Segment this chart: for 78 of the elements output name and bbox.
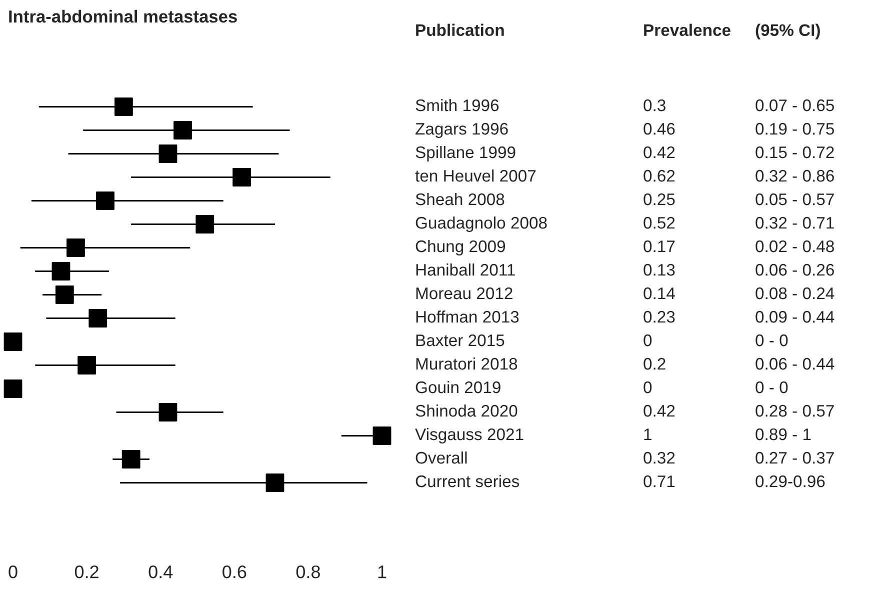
text: 1 bbox=[644, 428, 652, 440]
point bbox=[4, 332, 22, 351]
text: 0.32 - 0.71 bbox=[756, 216, 834, 229]
point bbox=[52, 262, 70, 280]
point bbox=[372, 426, 392, 445]
y-tick-label: Muratori 2018 bbox=[416, 357, 518, 370]
y-tick-label: Sheah 2008 bbox=[416, 192, 504, 206]
text: Publication bbox=[416, 24, 504, 36]
text: 0 bbox=[644, 381, 652, 394]
text: 0.23 bbox=[644, 310, 675, 323]
text: 0.13 bbox=[644, 264, 675, 276]
text: 0.06 - 0.26 bbox=[756, 264, 834, 276]
text: 0.2 bbox=[644, 358, 666, 370]
text: 0.27 - 0.37 bbox=[756, 452, 834, 464]
x-tick-label: 0.6 bbox=[222, 565, 246, 578]
text: 0.02 - 0.48 bbox=[756, 240, 834, 252]
y-tick-label: Spillane 1999 bbox=[416, 146, 516, 162]
y-tick-label: Visgauss 2021 bbox=[415, 428, 524, 444]
text: 0.29-0.96 bbox=[756, 475, 825, 488]
point bbox=[158, 403, 178, 422]
text: 0.32 - 0.86 bbox=[756, 170, 834, 182]
text: 0.28 - 0.57 bbox=[756, 404, 834, 417]
y-tick-label: Baxter 2015 bbox=[416, 334, 504, 346]
text: 0.15 - 0.72 bbox=[756, 146, 834, 158]
text: 0.46 bbox=[644, 122, 675, 135]
point bbox=[88, 309, 108, 328]
point bbox=[114, 98, 133, 116]
text: 0.08 - 0.24 bbox=[756, 287, 834, 300]
point bbox=[122, 450, 140, 468]
point bbox=[55, 286, 74, 304]
y-tick-label: Guadagnolo 2008 bbox=[416, 216, 547, 232]
text: 0.07 - 0.65 bbox=[756, 99, 834, 112]
point bbox=[4, 380, 22, 398]
text: (95% CI) bbox=[756, 24, 820, 40]
x-tick-label: 0.4 bbox=[148, 565, 173, 578]
y-tick-label: Haniball 2011 bbox=[416, 263, 515, 276]
text: 0.42 bbox=[644, 404, 675, 417]
y-tick-label: Moreau 2012 bbox=[416, 287, 512, 300]
text: 0 - 0 bbox=[756, 381, 788, 394]
point bbox=[96, 192, 114, 210]
point bbox=[196, 215, 214, 234]
x-tick-label: 0.8 bbox=[296, 565, 320, 578]
text: 0.06 - 0.44 bbox=[756, 358, 834, 370]
point bbox=[266, 474, 284, 492]
text: 0.25 bbox=[644, 193, 675, 206]
text: 0.71 bbox=[644, 475, 675, 488]
text: 0.52 bbox=[644, 216, 675, 229]
y-tick-label: Zagars 1996 bbox=[416, 122, 508, 138]
text: 0.09 - 0.44 bbox=[756, 310, 834, 323]
point bbox=[158, 144, 178, 163]
point bbox=[174, 121, 192, 140]
point bbox=[66, 238, 85, 257]
text: 0.14 bbox=[644, 287, 675, 300]
y-tick-label: Hoffman 2013 bbox=[416, 310, 519, 323]
text: 0.3 bbox=[644, 99, 666, 112]
text: 0 - 0 bbox=[756, 334, 788, 346]
text: 0.05 - 0.57 bbox=[756, 193, 834, 206]
point bbox=[232, 168, 251, 186]
y-tick-label: Overall bbox=[416, 451, 467, 464]
x-tick-label: 1 bbox=[378, 566, 386, 578]
x-tick-label: 0 bbox=[8, 565, 18, 578]
y-tick-label: Smith 1996 bbox=[416, 98, 499, 112]
text: 0.42 bbox=[644, 146, 675, 158]
text: 0.62 bbox=[644, 170, 675, 182]
y-tick-label: Chung 2009 bbox=[416, 240, 506, 256]
text: 0 bbox=[644, 334, 652, 346]
text: 0.19 - 0.75 bbox=[756, 122, 834, 135]
y-tick-label: Shinoda 2020 bbox=[416, 404, 518, 417]
chart-title: Intra-abdominal metastases bbox=[9, 10, 237, 23]
text: 0.32 bbox=[644, 452, 675, 464]
text: 0.17 bbox=[644, 240, 675, 252]
text: Prevalence bbox=[644, 24, 730, 36]
y-tick-label: ten Heuvel 2007 bbox=[415, 169, 536, 182]
y-tick-label: Current series bbox=[416, 474, 520, 488]
x-tick-label: 0.2 bbox=[74, 565, 98, 578]
text: 0.89 - 1 bbox=[756, 428, 811, 440]
point bbox=[78, 356, 96, 374]
y-tick-label: Gouin 2019 bbox=[416, 380, 500, 394]
